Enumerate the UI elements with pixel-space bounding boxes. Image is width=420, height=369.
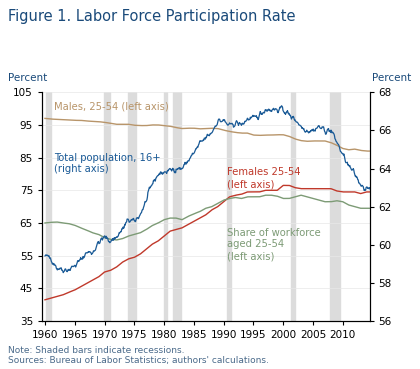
Bar — [164, 92, 167, 321]
Bar — [128, 92, 136, 321]
Bar — [173, 92, 181, 321]
Bar — [47, 92, 51, 321]
Bar — [331, 92, 340, 321]
Bar — [227, 92, 231, 321]
Text: Note: Shaded bars indicate recessions.
Sources: Bureau of Labor Statistics; auth: Note: Shaded bars indicate recessions. S… — [8, 346, 269, 365]
Text: Figure 1. Labor Force Participation Rate: Figure 1. Labor Force Participation Rate — [8, 9, 296, 24]
Text: Total population, 16+
(right axis): Total population, 16+ (right axis) — [54, 153, 160, 174]
Text: Percent: Percent — [373, 73, 412, 83]
Text: Percent: Percent — [8, 73, 47, 83]
Text: Share of workforce
aged 25-54
(left axis): Share of workforce aged 25-54 (left axis… — [227, 228, 320, 261]
Bar — [291, 92, 295, 321]
Text: Males, 25-54 (left axis): Males, 25-54 (left axis) — [54, 102, 169, 112]
Text: Females 25-54
(left axis): Females 25-54 (left axis) — [227, 168, 300, 189]
Bar — [104, 92, 110, 321]
